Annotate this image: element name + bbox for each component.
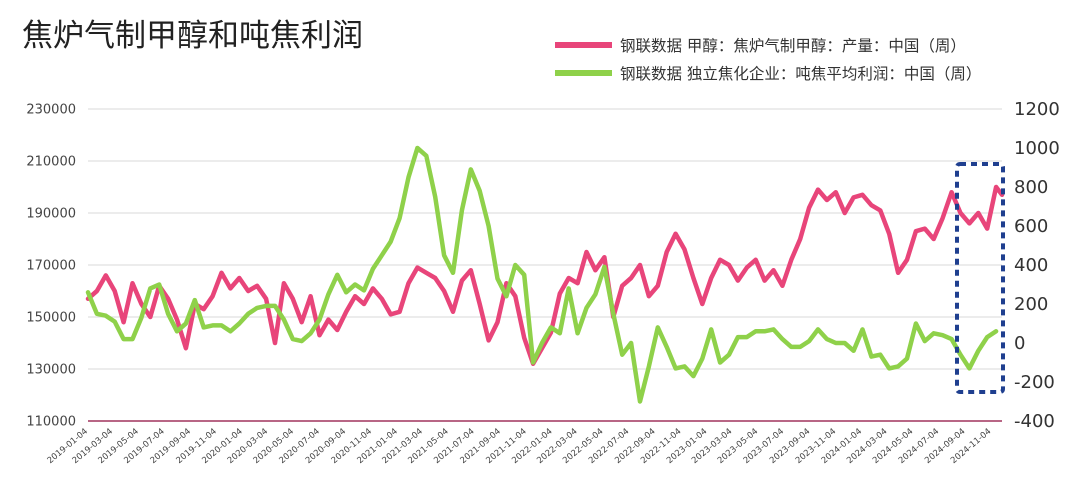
legend-label-methanol: 钢联数据 甲醇：焦炉气制甲醇：产量：中国（周） [620,37,966,55]
right-axis-ticks: 1200 1000 800 600 400 200 0 -200 -400 [1014,99,1060,432]
x-axis-ticks: 2019-01-042019-03-042019-05-042019-07-04… [46,427,994,466]
left-axis-tick-label: 150000 [26,311,76,326]
right-axis-tick-label: 800 [1014,177,1048,198]
series-line-coke-profit [85,145,999,404]
right-axis-tick-label: 0 [1014,333,1025,354]
series-line-methanol-output [85,184,1005,367]
grid-layer [88,108,1002,422]
right-axis-tick-label: 400 [1014,255,1048,276]
right-axis-tick-label: -400 [1014,411,1055,432]
right-axis-tick-label: 1000 [1014,138,1060,159]
right-axis-tick-label: 1200 [1014,99,1060,120]
chart-title: 焦炉气制甲醇和吨焦利润 [22,18,363,54]
right-axis-tick-label: -200 [1014,372,1055,393]
left-axis-tick-label: 190000 [26,207,76,222]
left-axis-tick-label: 210000 [26,155,76,170]
left-axis-tick-label: 130000 [26,363,76,378]
left-axis-tick-label: 230000 [26,103,76,118]
left-axis-tick-label: 170000 [26,259,76,274]
legend: 钢联数据 甲醇：焦炉气制甲醇：产量：中国（周） 钢联数据 独立焦化企业：吨焦平均… [555,37,981,83]
highlight-box [955,162,1005,394]
left-axis-tick-label: 110000 [26,415,76,430]
right-axis-tick-label: 200 [1014,294,1048,315]
legend-label-coke-profit: 钢联数据 独立焦化企业：吨焦平均利润：中国（周） [620,65,981,83]
series-layer [85,145,1005,404]
right-axis-tick-label: 600 [1014,216,1048,237]
left-axis-ticks: 230000 210000 190000 170000 150000 130000 1100… [26,103,76,430]
